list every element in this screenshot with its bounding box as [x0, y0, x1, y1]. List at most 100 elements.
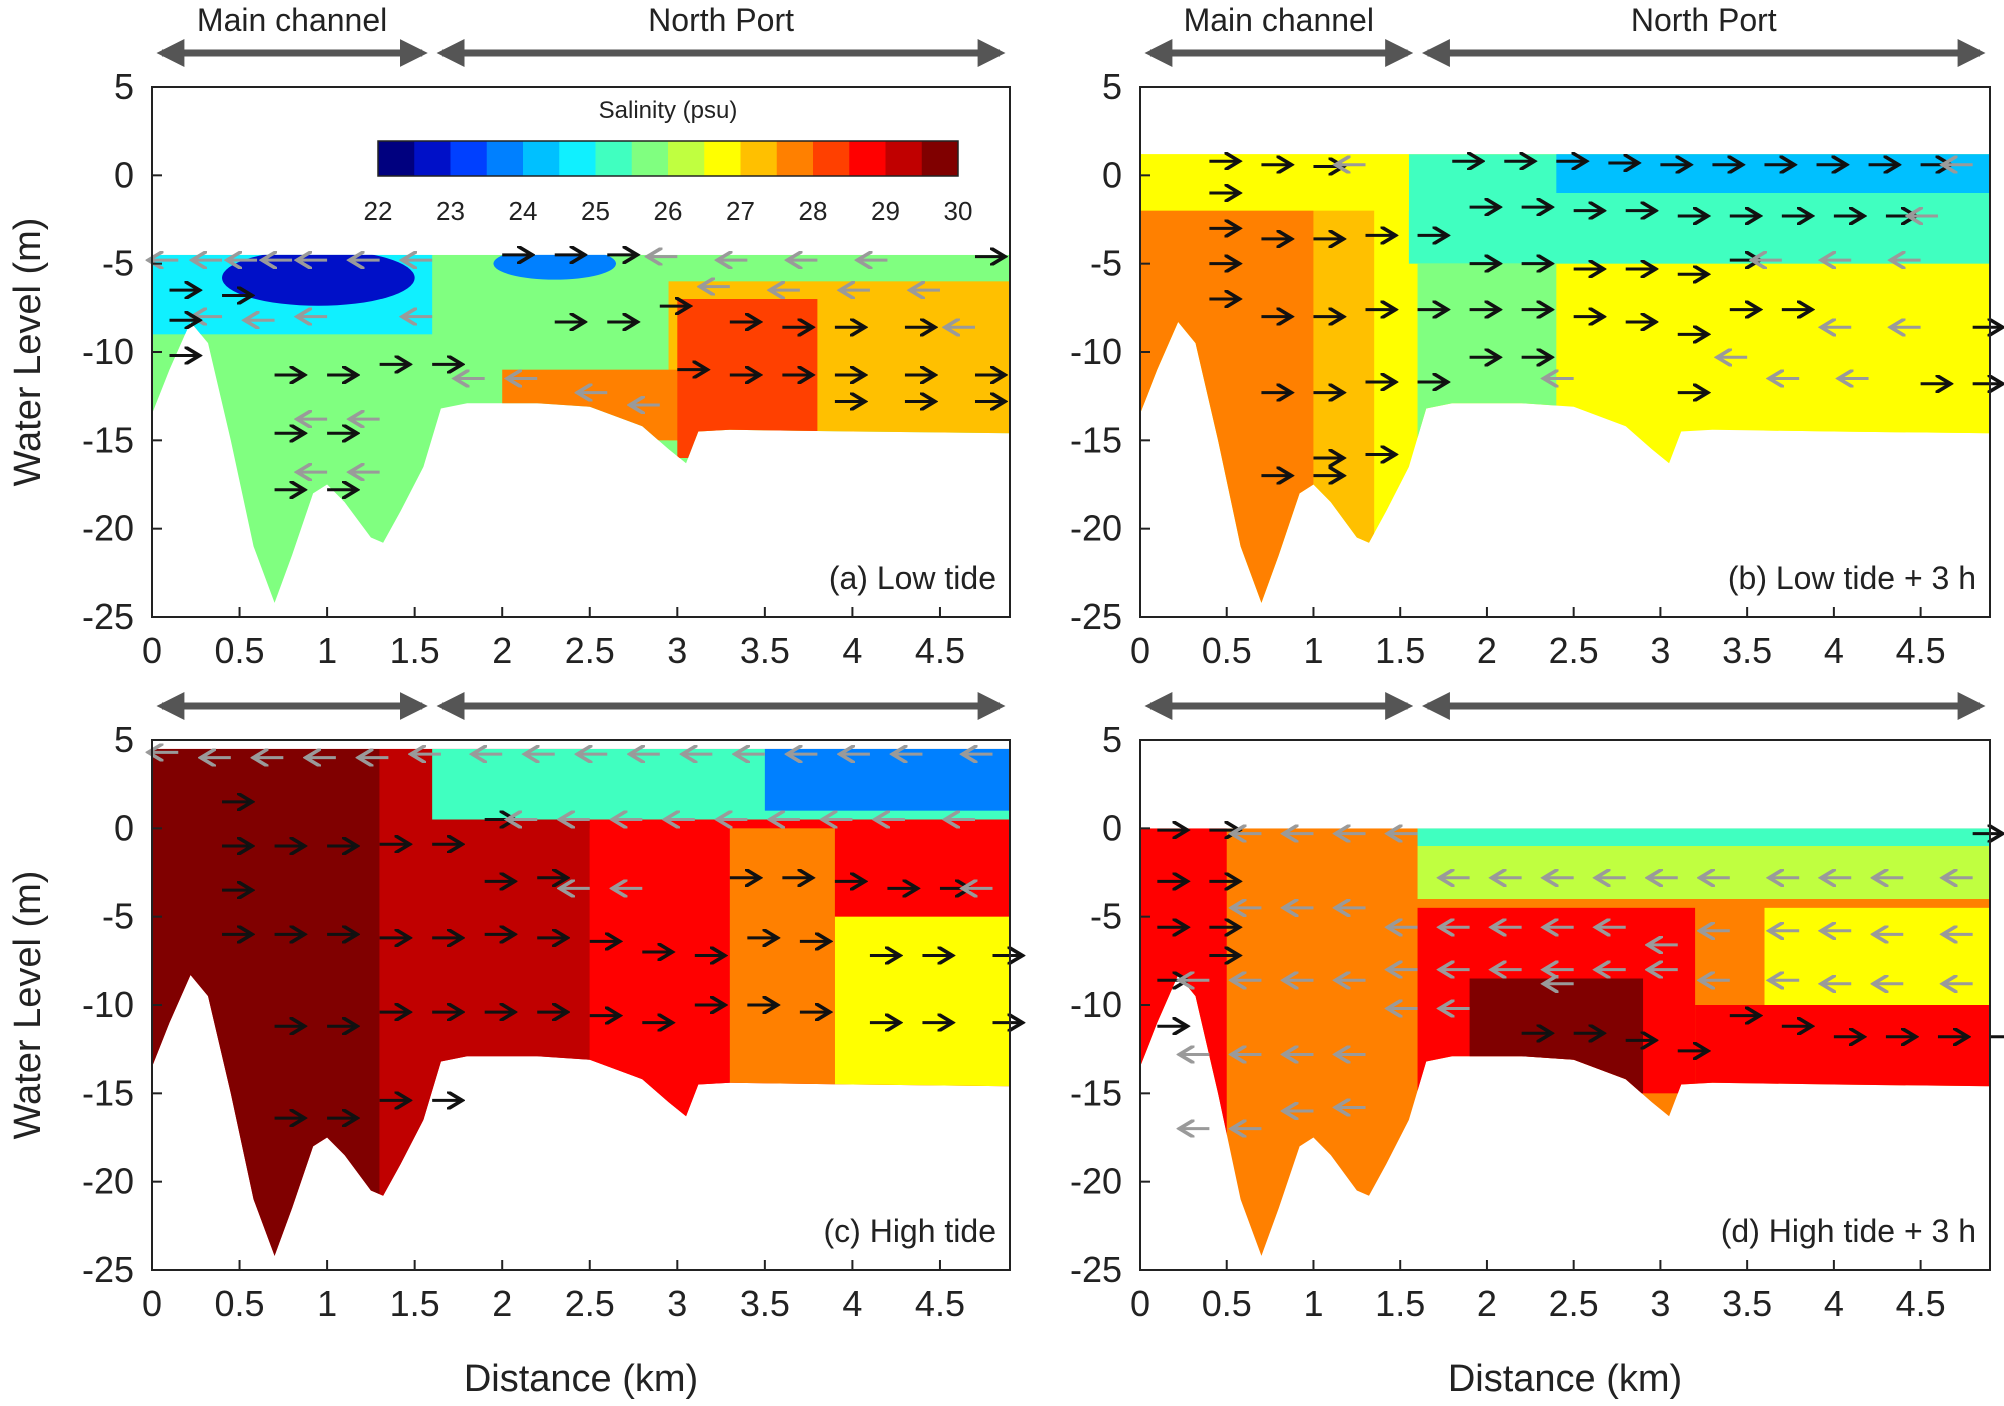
x-tick-label: 0 [142, 1283, 162, 1324]
x-tick-label: 2 [492, 1283, 512, 1324]
y-tick-label: 0 [114, 154, 134, 195]
x-tick-label: 0.5 [1202, 1283, 1252, 1324]
colorbar-swatch [631, 141, 669, 176]
x-tick-label: 3 [667, 630, 687, 671]
y-tick-label: -25 [1070, 596, 1122, 637]
y-tick-label: 5 [1102, 719, 1122, 760]
x-tick-label: 4 [1824, 630, 1844, 671]
y-tick-label: -20 [1070, 1161, 1122, 1202]
colorbar-swatch [921, 141, 959, 176]
y-tick-label: 5 [1102, 66, 1122, 107]
region-label-north: North Port [1631, 2, 1777, 38]
salinity-band [589, 828, 730, 1256]
salinity-band [729, 828, 835, 1256]
y-tick-label: 0 [1102, 807, 1122, 848]
colorbar: Salinity (psu) 22 23 24 25 26 27 28 29 30 [364, 97, 973, 226]
y-tick-label: -15 [1070, 419, 1122, 460]
x-tick-label: 2.5 [1549, 1283, 1599, 1324]
x-tick-label: 2 [1477, 1283, 1497, 1324]
panel-d: 0 0.5 1 1.5 2 2.5 3 3.5 4 4.5 5 0 -5 -10 -15 -20 -25 (d) … [1070, 692, 2004, 1324]
salinity-band [1695, 1005, 1990, 1094]
x-tick-label: 4 [842, 1283, 862, 1324]
salinity-band [1764, 907, 1990, 1005]
x-tick-label: 4.5 [1896, 1283, 1946, 1324]
x-tick-label: 2 [1477, 630, 1497, 671]
colorbar-swatch [704, 141, 741, 176]
y-tick-label: 5 [114, 66, 134, 107]
x-tick-label: 0 [1130, 630, 1150, 671]
x-tick-label: 4 [842, 630, 862, 671]
x-tick-label: 3.5 [740, 1283, 790, 1324]
salinity-band [1556, 154, 1990, 193]
colorbar-swatch [849, 141, 886, 176]
panel-label: (d) High tide + 3 h [1721, 1213, 1976, 1249]
x-tick-label: 3.5 [740, 630, 790, 671]
x-tick-label: 0.5 [215, 1283, 265, 1324]
panel-label: (b) Low tide + 3 h [1728, 560, 1976, 596]
salinity-band [1469, 978, 1644, 1094]
x-tick-label: 1.5 [390, 630, 440, 671]
x-tick-label: 0 [142, 630, 162, 671]
x-tick-label: 1.5 [1375, 1283, 1425, 1324]
x-axis-label: Distance (km) [464, 1358, 698, 1400]
x-tick-label: 1 [317, 630, 337, 671]
x-tick-label: 4 [1824, 1283, 1844, 1324]
y-tick-label: -5 [1090, 896, 1122, 937]
salinity-band [379, 748, 590, 1256]
y-tick-label: -15 [82, 1072, 134, 1113]
y-tick-label: -20 [1070, 508, 1122, 549]
colorbar-swatch [885, 141, 923, 176]
salinity-band [1417, 846, 1990, 899]
colorbar-swatch [559, 141, 596, 176]
region-label-north: North Port [648, 2, 794, 38]
salinity-field-a [152, 254, 1010, 603]
colorbar-tick-label: 28 [799, 196, 828, 226]
y-axis-label: Water Level (m) [7, 871, 49, 1140]
x-tick-label: 2.5 [1549, 630, 1599, 671]
panel-a: 0 0.5 1 1.5 2 2.5 3 3.5 4 4.5 5 0 -5 -10 -15 -20 -25 (a) … [82, 2, 1011, 671]
y-tick-label: -25 [1070, 1249, 1122, 1290]
y-tick-label: -10 [82, 331, 134, 372]
salinity-band [1764, 307, 1990, 441]
colorbar-swatch [668, 141, 705, 176]
x-axis-label: Distance (km) [1448, 1358, 1682, 1400]
colorbar-tick-label: 26 [654, 196, 683, 226]
colorbar-swatch [740, 141, 778, 176]
x-tick-label: 3.5 [1722, 630, 1772, 671]
salinity-band [1417, 828, 1990, 846]
salinity-field-c [152, 748, 1010, 1256]
colorbar-tick-label: 30 [944, 196, 973, 226]
region-label-main: Main channel [197, 2, 387, 38]
y-tick-label: -10 [1070, 984, 1122, 1025]
salinity-band [1140, 828, 1227, 1256]
x-tick-label: 3 [1650, 1283, 1670, 1324]
x-tick-label: 2 [492, 630, 512, 671]
colorbar-swatch [776, 141, 814, 176]
panel-b: 0 0.5 1 1.5 2 2.5 3 3.5 4 4.5 5 0 -5 -10 -15 -20 -25 (b) … [1070, 2, 2003, 671]
colorbar-tick-label: 27 [726, 196, 755, 226]
y-tick-label: -10 [1070, 331, 1122, 372]
salinity-band [1140, 210, 1314, 603]
panel-c: 0 0.5 1 1.5 2 2.5 3 3.5 4 4.5 5 0 -5 -10 -15 -20 -25 (c) … [82, 692, 1023, 1324]
colorbar-tick-label: 23 [436, 196, 465, 226]
panel-label: (c) High tide [824, 1213, 997, 1249]
salinity-band [260, 969, 289, 1217]
x-tick-label: 0.5 [1202, 630, 1252, 671]
x-tick-label: 2.5 [565, 630, 615, 671]
panel-label: (a) Low tide [829, 560, 996, 596]
colorbar-swatch [523, 141, 560, 176]
y-tick-label: 0 [114, 807, 134, 848]
colorbar-tick-label: 29 [871, 196, 900, 226]
colorbar-frame [377, 140, 959, 177]
y-axis-label: Water Level (m) [7, 218, 49, 487]
x-tick-label: 1 [1303, 630, 1323, 671]
colorbar-swatch [414, 141, 451, 176]
y-tick-label: -25 [82, 1249, 134, 1290]
x-tick-label: 4.5 [915, 1283, 965, 1324]
x-tick-label: 0.5 [215, 630, 265, 671]
colorbar-swatch [595, 141, 633, 176]
colorbar-title: Salinity (psu) [599, 97, 738, 124]
colorbar-swatch [450, 141, 488, 176]
y-tick-label: 5 [114, 719, 134, 760]
